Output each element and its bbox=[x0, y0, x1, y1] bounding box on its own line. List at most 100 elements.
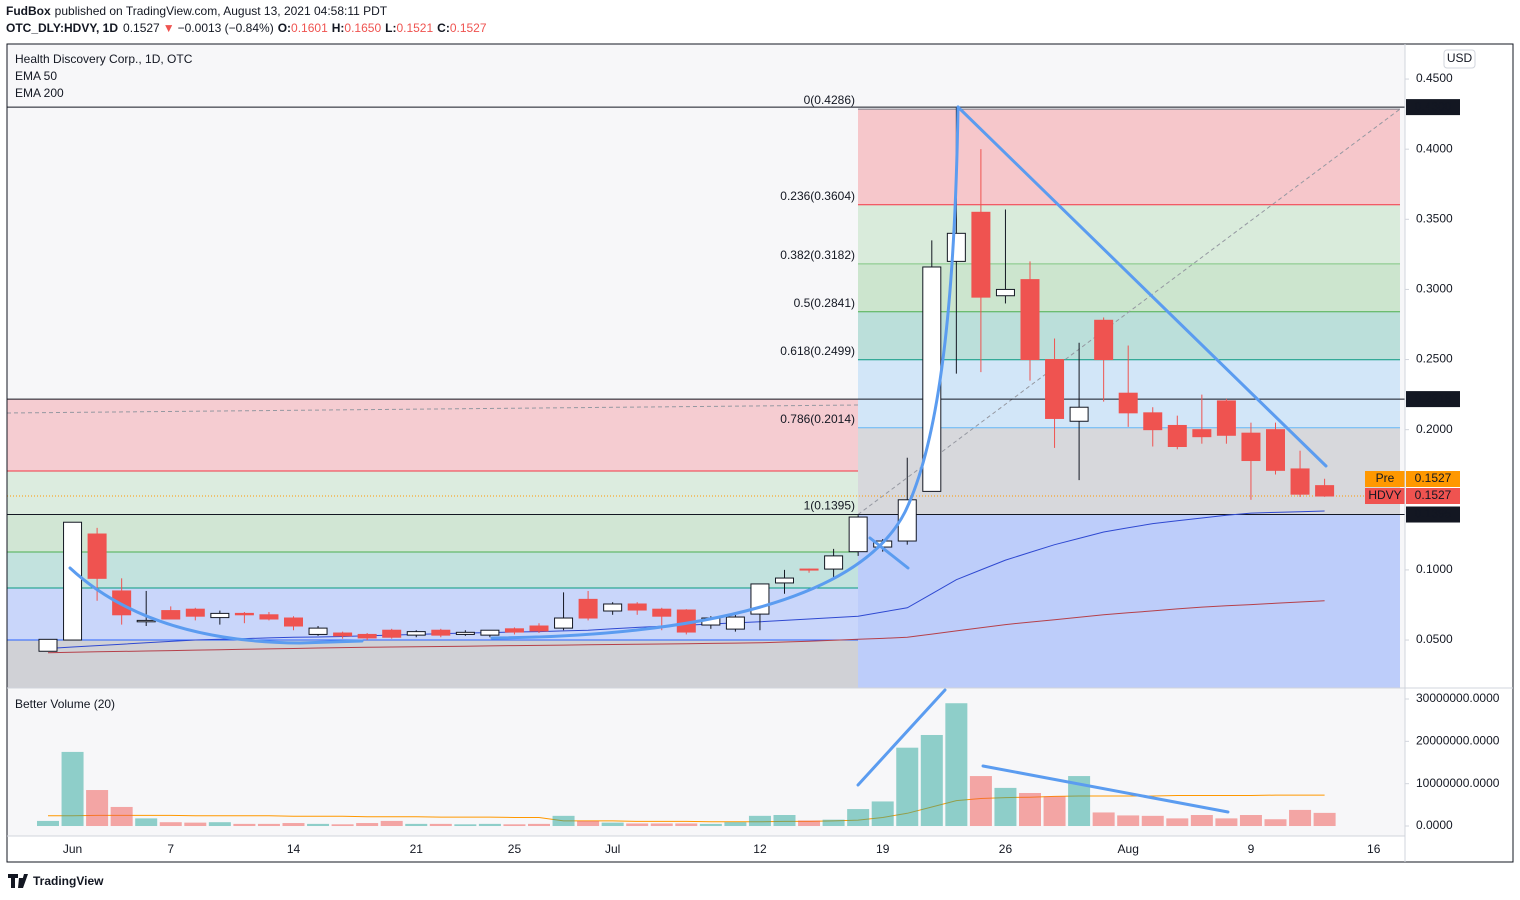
price-line-label: 0.1395 bbox=[1415, 507, 1452, 521]
volume-drawing bbox=[856, 688, 947, 787]
symbol: OTC_DLY:HDVY, 1D bbox=[6, 21, 118, 35]
fib-band bbox=[858, 427, 1400, 515]
currency-box[interactable] bbox=[1443, 49, 1476, 69]
ohlc-value: 0.1601 bbox=[291, 21, 328, 35]
price-line-box bbox=[1406, 99, 1460, 116]
candle-body bbox=[1241, 432, 1261, 462]
volume-bar bbox=[1117, 815, 1140, 827]
y-tick-label: 0.2000 bbox=[1416, 422, 1453, 436]
candle-body bbox=[1020, 279, 1040, 361]
fib-label: 1(0.1395) bbox=[804, 499, 855, 513]
y-tick-label: 20000000.0000 bbox=[1416, 734, 1500, 748]
volume-bar bbox=[601, 822, 624, 827]
volume-bar bbox=[110, 806, 133, 827]
volume-bar bbox=[61, 751, 84, 827]
zone-band bbox=[7, 471, 858, 515]
last-price-name-box bbox=[1365, 488, 1405, 505]
volume-bar bbox=[528, 823, 550, 827]
fib-label: 0.236(0.3604) bbox=[780, 189, 855, 203]
candle-body bbox=[136, 619, 156, 623]
candle-body bbox=[63, 521, 83, 641]
candle-body bbox=[897, 499, 917, 542]
ema-line bbox=[47, 600, 1325, 654]
candle-body bbox=[1216, 400, 1236, 436]
volume-bar bbox=[356, 823, 379, 827]
ohlc-value: 0.1521 bbox=[396, 21, 433, 35]
zone-band bbox=[7, 514, 858, 552]
fib-band bbox=[858, 109, 1400, 205]
volume-bar bbox=[577, 820, 600, 827]
ohlc-value: 0.1650 bbox=[344, 21, 381, 35]
logo bbox=[8, 874, 28, 888]
legend-entry: EMA 200 bbox=[15, 86, 64, 100]
ohlc-label: C: bbox=[437, 21, 450, 35]
volume-bar bbox=[920, 734, 943, 827]
header-line: FudBox published on TradingView.com, Augu… bbox=[6, 4, 388, 18]
y-tick-label: 0.4500 bbox=[1416, 71, 1453, 85]
volume-bar bbox=[429, 823, 452, 827]
volume-bar bbox=[650, 823, 673, 827]
volume-bar bbox=[1019, 792, 1041, 827]
curve-drawing bbox=[68, 566, 364, 645]
volume-bar bbox=[331, 824, 354, 827]
fib-band bbox=[858, 204, 1400, 264]
volume-bar bbox=[773, 815, 796, 827]
candle-body bbox=[1069, 406, 1089, 422]
y-tick-label: 0.0000 bbox=[1416, 818, 1453, 832]
candle-body bbox=[406, 631, 426, 636]
candle-body bbox=[1167, 424, 1187, 447]
fib-label: 0(0.4286) bbox=[804, 93, 855, 107]
candle-body bbox=[185, 608, 205, 617]
volume-bar bbox=[233, 823, 256, 827]
volume-bar bbox=[454, 824, 477, 827]
curve-drawing bbox=[490, 105, 960, 640]
price-line-label: 0.2218 bbox=[1415, 391, 1452, 405]
candle-body bbox=[357, 633, 377, 639]
candle-body bbox=[1045, 359, 1065, 419]
volume-bar bbox=[282, 823, 305, 827]
candle-body bbox=[308, 627, 328, 635]
x-tick-label: 25 bbox=[508, 842, 522, 856]
dashed-drawing bbox=[6, 404, 859, 414]
candle-body bbox=[87, 533, 107, 579]
volume-bar bbox=[969, 776, 992, 827]
last-price-label: 0.1527 bbox=[1415, 488, 1452, 502]
volume-bar bbox=[1092, 812, 1115, 827]
volume-bar bbox=[798, 820, 821, 827]
fib-label: 0.786(0.2014) bbox=[780, 412, 855, 426]
candle-body bbox=[603, 603, 623, 612]
candle-body bbox=[382, 629, 402, 638]
candle-body bbox=[210, 612, 230, 619]
candle-body bbox=[799, 568, 819, 571]
volume-bar bbox=[1313, 812, 1336, 827]
change-arrow: ▼ bbox=[163, 21, 175, 35]
volume-bar bbox=[503, 824, 526, 827]
candle-body bbox=[824, 555, 844, 570]
currency: USD bbox=[1447, 51, 1473, 65]
y-tick-label: 0.2500 bbox=[1416, 352, 1453, 366]
zone-band bbox=[7, 640, 858, 688]
candle-body bbox=[1192, 429, 1212, 438]
y-tick-label: 0.3500 bbox=[1416, 211, 1453, 225]
change: −0.0013 (−0.84%) bbox=[178, 21, 274, 35]
premarket-name-box bbox=[1365, 471, 1405, 488]
published: published on TradingView.com, August 13,… bbox=[55, 4, 388, 18]
candle-body bbox=[529, 625, 549, 632]
volume-bar bbox=[1141, 815, 1164, 827]
price: 0.1527 bbox=[123, 21, 160, 35]
candle-body bbox=[38, 638, 58, 652]
y-tick-label: 10000000.0000 bbox=[1416, 776, 1500, 790]
volume-bar bbox=[208, 822, 231, 827]
volume-bar bbox=[871, 801, 894, 827]
candle-body bbox=[1118, 392, 1138, 414]
plot: 0(0.4286) 0.236(0.3604) 0.382(0.3182) 0.5(0… bbox=[6, 44, 1500, 856]
legend-entry: EMA 50 bbox=[15, 69, 57, 83]
volume-bar bbox=[945, 703, 968, 827]
premarket-name: Pre bbox=[1376, 471, 1395, 485]
volume-bar bbox=[159, 822, 182, 827]
dashed-drawing bbox=[857, 108, 1401, 515]
last-price-box bbox=[1406, 488, 1460, 505]
layer-series bbox=[37, 510, 1336, 827]
frame bbox=[6, 43, 1514, 863]
volume-bar bbox=[847, 809, 870, 827]
